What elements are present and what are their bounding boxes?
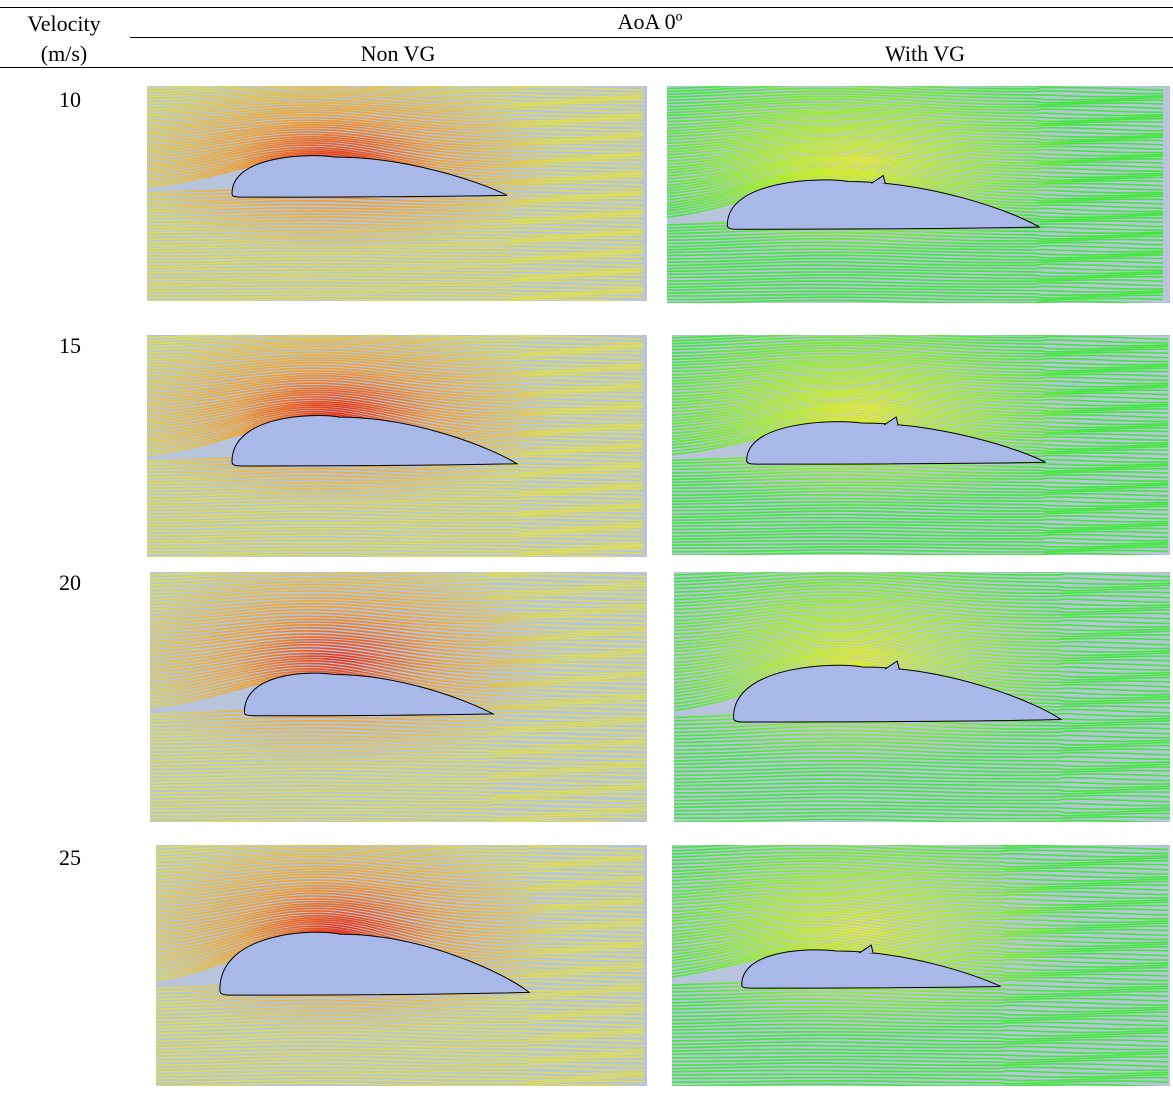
streamline-plot [674,572,1170,822]
streamline-plot [147,86,647,301]
vortex-generator [858,944,874,954]
airfoil [746,421,1046,465]
streamline-plot [156,845,647,1086]
airfoil [243,672,495,717]
col-header: Non VG [360,41,436,66]
header-rule [0,67,1173,68]
row-label: 10 [59,87,81,112]
airfoil [733,664,1063,723]
top-rule [0,7,1173,8]
streamline-plot [672,845,1170,1086]
row-label: 15 [59,333,81,358]
airfoil [726,179,1041,230]
header-rule [130,37,1173,38]
col-header: Velocity [27,11,101,36]
col-header: (m/s) [40,41,88,66]
col-header: With VG [885,41,965,66]
streamline-plot [147,335,647,557]
vortex-generator [884,660,900,670]
row-label: 20 [59,570,81,595]
col-header: AoA 0º [617,9,683,34]
airfoil [231,155,508,198]
row-label: 25 [59,845,81,870]
airfoil [741,949,1001,989]
vortex-generator [871,174,886,184]
airfoil [231,415,519,467]
streamline-plot [672,335,1170,555]
vortex-generator [883,416,899,426]
streamline-plot [667,86,1170,303]
airfoil [219,931,531,996]
streamline-plot [150,572,647,822]
